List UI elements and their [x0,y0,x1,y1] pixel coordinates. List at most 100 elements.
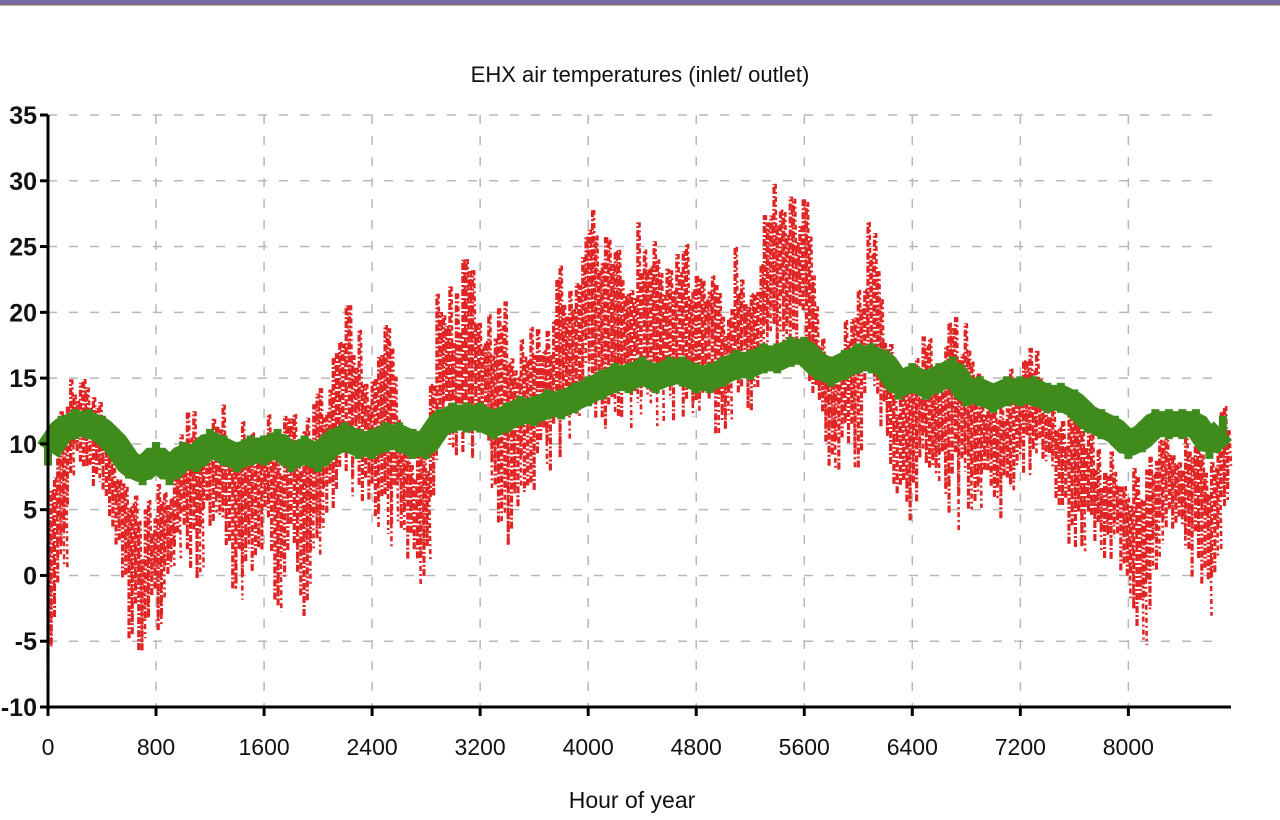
outlet-point [476,402,485,433]
inlet-line-segment [427,471,432,562]
outlet-point [246,435,255,466]
y-tick-label: 5 [23,497,37,525]
outlet-point [597,369,606,400]
outlet-point [287,442,296,473]
outlet-point [165,455,174,486]
inlet-line-segment [330,389,335,483]
inlet-line-segment [1189,451,1194,530]
outlet-point [557,389,566,420]
inlet-line-segment [395,376,400,522]
outlet-point [638,356,647,387]
x-tick-label: 1600 [238,734,289,760]
x-tick-label: 2400 [347,734,398,760]
inlet-line-segment [1117,486,1123,528]
inlet-line-segment [1208,494,1213,616]
outlet-point [651,363,660,394]
y-tick-label: 35 [9,102,37,130]
inlet-line-segment [1004,420,1009,465]
inlet-line-segment [1091,434,1097,525]
outlet-point [98,415,107,446]
outlet-point [138,455,147,486]
inlet-line-segment [1027,361,1032,476]
outlet-point [1205,428,1214,459]
outlet-point [516,396,525,426]
outlet-point [1002,376,1011,407]
inlet-line-segment [1182,470,1187,550]
inlet-line-segment [1127,497,1132,599]
outlet-point [962,376,971,407]
inlet-line-segment [1053,403,1058,458]
inlet-line-segment [745,304,750,407]
inlet-line-segment [1095,469,1100,518]
y-tick-label: 10 [9,431,37,459]
outlet-point [867,343,876,374]
outlet-point [327,428,336,459]
outlet-point [881,349,890,380]
y-tick-label: 20 [9,299,37,327]
inlet-line-segment [223,404,228,532]
outlet-point [422,428,431,459]
x-axis-label: Hour of year [569,787,696,813]
outlet-point [732,349,741,380]
inlet-line-segment [1169,454,1174,510]
outlet-point [1124,428,1133,459]
outlet-point [462,402,471,433]
outlet-point [219,435,228,466]
inlet-line-segment [677,254,682,354]
x-tick-label: 5600 [779,734,830,760]
outlet-point [57,415,66,446]
inlet-line-segment [1108,476,1113,548]
outlet-point [84,409,93,440]
y-tick-label: 25 [9,234,37,262]
inlet-line-segment [839,384,844,415]
inlet-line-segment [981,406,986,457]
outlet-point [341,422,350,453]
outlet-point [719,356,728,387]
inlet-line-segment [566,316,572,439]
inlet-line-segment [589,229,594,337]
outlet-point [1056,382,1065,413]
inlet-line-segment [1098,449,1103,552]
outlet-point [314,442,323,473]
outlet-point [1151,409,1160,440]
inlet-line-segment [803,199,808,303]
x-tick-label: 7200 [995,734,1046,760]
outlet-point [300,435,309,466]
outlet-point [854,343,863,374]
inlet-line-segment [784,211,789,358]
outlet-point [759,343,768,374]
outlet-point [611,363,620,394]
outlet-point [381,422,390,453]
inlet-line-segment [96,408,102,482]
outlet-point [665,356,674,387]
outlet-point [1097,409,1106,440]
outlet-point [678,356,687,387]
outlet-point [71,409,80,440]
outlet-point [1016,376,1025,407]
x-tick-label: 800 [137,734,175,760]
outlet-point [773,343,782,374]
inlet-line-segment [829,381,834,428]
x-tick-labels: 0 800 1600 2400 3200 4000 4800 5600 6400 7200 8000 [42,707,1154,760]
x-tick-label: 6400 [887,734,938,760]
outlet-point [921,369,930,400]
inlet-line-segment [560,265,565,412]
outlet-point [1164,409,1173,440]
outlet-point [894,369,903,400]
inlet-line-segment [609,239,614,368]
outlet-point [408,428,417,459]
y-tick-label: -10 [1,694,37,722]
outlet-point [503,402,512,433]
outlet-point [692,363,701,394]
outlet-point [570,382,579,413]
outlet-point [1218,415,1227,446]
outlet-point [192,442,201,473]
outlet-point [746,349,755,380]
outlet-line [37,338,1232,482]
outlet-point [908,363,917,394]
outlet-point [152,442,161,473]
inlet-line-segment [712,275,717,376]
inlet-line-segment [1228,430,1233,466]
inlet-line-segment [1143,500,1149,645]
outlet-point [786,336,795,367]
